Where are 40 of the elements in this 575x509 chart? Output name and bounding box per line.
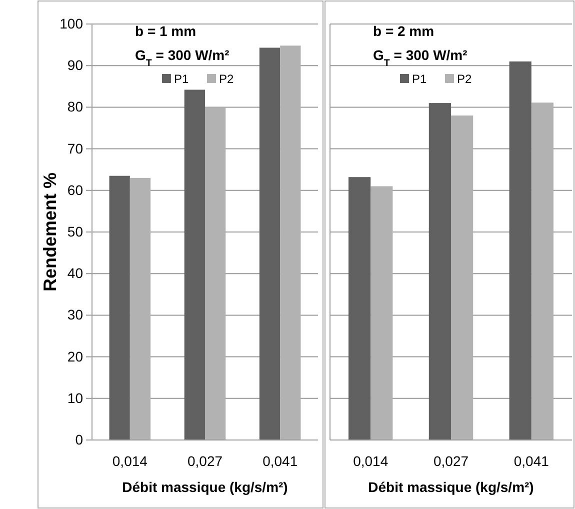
- annotation: b = 2 mm: [373, 23, 434, 39]
- annotation: G$_{T}$ = 300 W/m²: [135, 47, 230, 68]
- bar: [280, 46, 301, 440]
- bar: [130, 178, 151, 440]
- y-tick-label: 60: [67, 182, 84, 198]
- y-tick-label: 80: [67, 98, 84, 115]
- bar: [509, 61, 532, 440]
- y-axis-title: Rendement %: [40, 172, 60, 292]
- y-tick-label: 50: [67, 223, 84, 240]
- y-tick-label: 0: [75, 431, 84, 448]
- y-tick-label: 70: [67, 140, 84, 156]
- x-axis-title: Débit massique (kg/s/m²): [122, 479, 288, 495]
- y-tick-label: 40: [67, 265, 84, 282]
- x-tick-label: 0,027: [433, 452, 469, 469]
- annotation: G$_{T}$ = 300 W/m²: [373, 47, 468, 68]
- bar: [348, 177, 371, 440]
- x-tick-label: 0,041: [514, 452, 550, 469]
- x-tick-label: 0,027: [187, 452, 223, 469]
- bar: [451, 116, 474, 440]
- legend-label: P1: [174, 72, 190, 86]
- y-tick-label: 90: [67, 57, 84, 74]
- bar: [259, 48, 280, 440]
- bar: [428, 103, 451, 440]
- bar: [205, 107, 226, 440]
- y-tick-label: 100: [60, 15, 84, 32]
- x-tick-label: 0,041: [262, 452, 298, 469]
- y-tick-label: 20: [67, 348, 84, 364]
- legend-label: P2: [457, 72, 472, 86]
- y-tick-label: 30: [67, 306, 84, 323]
- x-tick-label: 0,014: [353, 452, 388, 469]
- bar: [109, 176, 130, 440]
- x-tick-label: 0,014: [112, 452, 148, 469]
- bar: [370, 186, 393, 440]
- y-tick-label: 10: [67, 390, 84, 406]
- bar: [184, 90, 205, 440]
- annotation: b = 1 mm: [135, 23, 196, 39]
- legend-label: P1: [412, 72, 428, 86]
- x-axis-title: Débit massique (kg/s/m²): [368, 479, 534, 495]
- bar: [531, 102, 554, 440]
- legend-label: P2: [219, 72, 234, 86]
